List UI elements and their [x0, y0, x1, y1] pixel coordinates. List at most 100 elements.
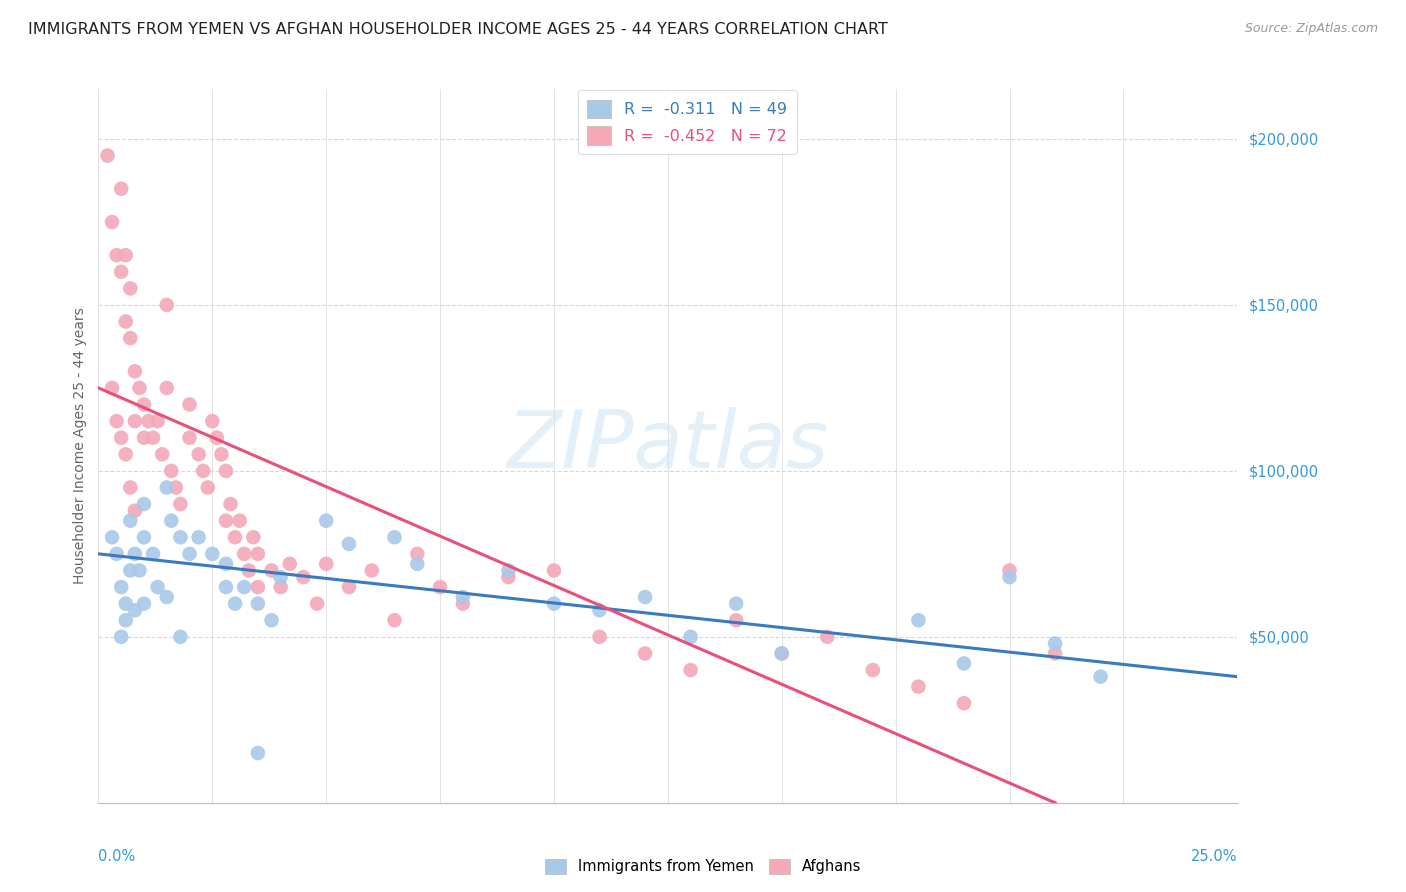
- Point: [114, 314, 136, 328]
- Point: [998, 570, 1021, 584]
- Point: [205, 431, 228, 445]
- Point: [270, 580, 292, 594]
- Point: [197, 481, 219, 495]
- Point: [270, 570, 292, 584]
- Point: [101, 530, 124, 544]
- Point: [169, 630, 191, 644]
- Point: [307, 597, 329, 611]
- Point: [96, 148, 118, 162]
- Point: [953, 657, 976, 671]
- Legend: Immigrants from Yemen, Afghans: Immigrants from Yemen, Afghans: [538, 853, 868, 880]
- Point: [246, 580, 269, 594]
- Point: [160, 464, 183, 478]
- Point: [215, 557, 238, 571]
- Point: [246, 746, 269, 760]
- Point: [156, 481, 179, 495]
- Point: [156, 298, 179, 312]
- Point: [228, 514, 250, 528]
- Point: [215, 464, 238, 478]
- Legend: R =  -0.311   N = 49, R =  -0.452   N = 72: R = -0.311 N = 49, R = -0.452 N = 72: [578, 90, 797, 154]
- Point: [360, 564, 382, 578]
- Point: [105, 248, 128, 262]
- Point: [142, 547, 165, 561]
- Point: [219, 497, 242, 511]
- Point: [105, 414, 128, 428]
- Point: [110, 630, 132, 644]
- Point: [156, 381, 179, 395]
- Point: [114, 597, 136, 611]
- Point: [110, 431, 132, 445]
- Point: [770, 647, 793, 661]
- Point: [120, 514, 142, 528]
- Point: [169, 497, 191, 511]
- Point: [451, 597, 474, 611]
- Point: [406, 547, 429, 561]
- Point: [101, 215, 124, 229]
- Point: [588, 630, 610, 644]
- Point: [105, 547, 128, 561]
- Point: [907, 680, 929, 694]
- Point: [120, 331, 142, 345]
- Point: [124, 547, 146, 561]
- Point: [384, 613, 406, 627]
- Point: [260, 564, 283, 578]
- Point: [110, 265, 132, 279]
- Point: [209, 447, 232, 461]
- Point: [543, 597, 565, 611]
- Point: [998, 564, 1021, 578]
- Point: [193, 464, 215, 478]
- Point: [588, 603, 610, 617]
- Point: [128, 564, 150, 578]
- Point: [179, 431, 201, 445]
- Point: [120, 281, 142, 295]
- Point: [1090, 670, 1112, 684]
- Point: [384, 530, 406, 544]
- Point: [815, 630, 838, 644]
- Point: [1043, 647, 1066, 661]
- Point: [224, 530, 246, 544]
- Point: [124, 414, 146, 428]
- Text: ZIPatlas: ZIPatlas: [506, 407, 830, 485]
- Point: [634, 647, 657, 661]
- Point: [233, 547, 256, 561]
- Point: [337, 580, 360, 594]
- Point: [201, 547, 224, 561]
- Point: [101, 381, 124, 395]
- Point: [120, 481, 142, 495]
- Point: [124, 603, 146, 617]
- Text: 25.0%: 25.0%: [1191, 849, 1237, 864]
- Point: [1043, 636, 1066, 650]
- Point: [278, 557, 301, 571]
- Point: [315, 514, 337, 528]
- Point: [110, 182, 132, 196]
- Point: [156, 590, 179, 604]
- Point: [201, 414, 224, 428]
- Point: [498, 564, 520, 578]
- Point: [224, 597, 246, 611]
- Text: Source: ZipAtlas.com: Source: ZipAtlas.com: [1244, 22, 1378, 36]
- Point: [165, 481, 187, 495]
- Point: [142, 431, 165, 445]
- Point: [406, 557, 429, 571]
- Point: [114, 613, 136, 627]
- Point: [725, 613, 748, 627]
- Point: [132, 397, 155, 411]
- Point: [337, 537, 360, 551]
- Point: [179, 547, 201, 561]
- Point: [114, 447, 136, 461]
- Point: [725, 597, 748, 611]
- Point: [770, 647, 793, 661]
- Point: [179, 397, 201, 411]
- Point: [242, 530, 264, 544]
- Point: [132, 431, 155, 445]
- Point: [146, 414, 169, 428]
- Point: [138, 414, 160, 428]
- Text: IMMIGRANTS FROM YEMEN VS AFGHAN HOUSEHOLDER INCOME AGES 25 - 44 YEARS CORRELATIO: IMMIGRANTS FROM YEMEN VS AFGHAN HOUSEHOL…: [28, 22, 889, 37]
- Point: [429, 580, 451, 594]
- Point: [150, 447, 173, 461]
- Point: [187, 530, 209, 544]
- Point: [132, 530, 155, 544]
- Point: [132, 497, 155, 511]
- Point: [124, 364, 146, 378]
- Point: [169, 530, 191, 544]
